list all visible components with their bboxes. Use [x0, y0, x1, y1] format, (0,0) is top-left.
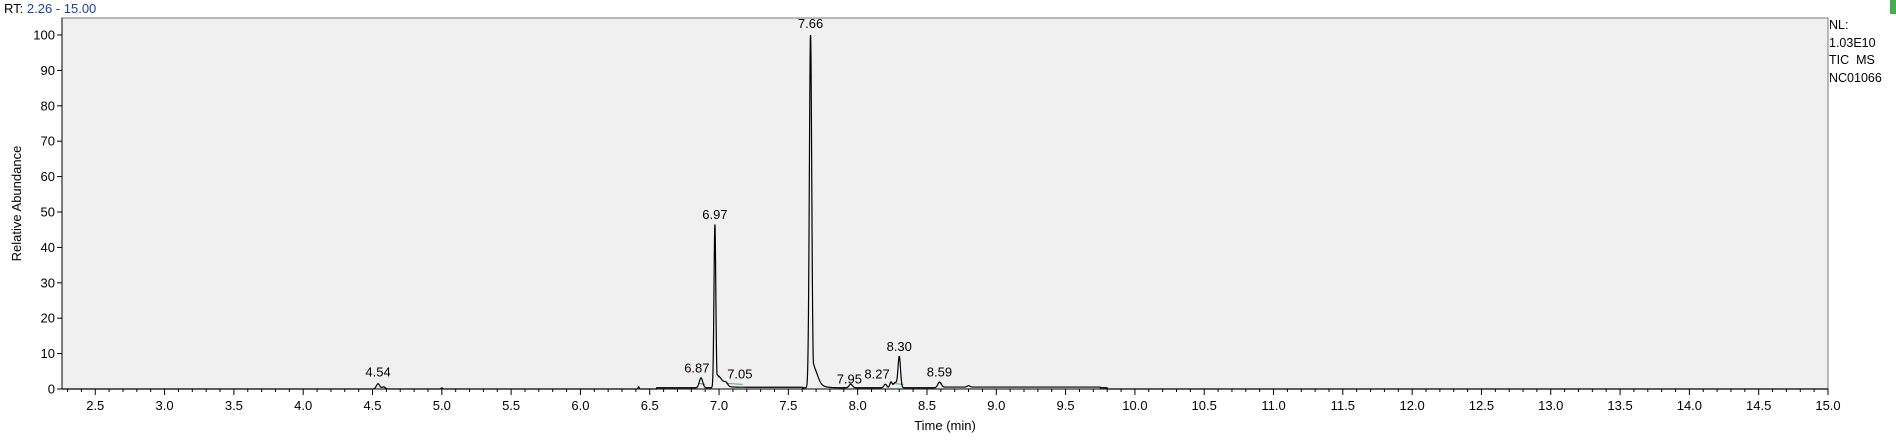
peak-label: 8.27	[864, 366, 889, 381]
x-tick-label: 13.5	[1607, 398, 1632, 413]
y-tick-label: 50	[41, 205, 55, 220]
baseline-marker	[725, 382, 743, 385]
x-tick-label: 5.0	[433, 398, 451, 413]
x-tick-label: 6.0	[571, 398, 589, 413]
x-tick-label: 12.5	[1469, 398, 1494, 413]
status-indicator	[1890, 0, 1896, 14]
y-tick-label: 0	[48, 382, 55, 397]
y-tick-label: 70	[41, 134, 55, 149]
x-axis-title: Time (min)	[914, 418, 976, 433]
y-tick-label: 30	[41, 275, 55, 290]
peak-label: 7.95	[837, 372, 862, 387]
tic-trace	[62, 34, 1828, 390]
x-tick-label: 10.0	[1122, 398, 1147, 413]
y-tick-label: 100	[33, 28, 55, 43]
x-tick-label: 7.5	[779, 398, 797, 413]
y-tick-label: 90	[41, 63, 55, 78]
x-tick-label: 12.0	[1399, 398, 1424, 413]
sample-id: NC01066	[1829, 70, 1882, 85]
x-tick-label: 15.0	[1815, 398, 1840, 413]
peak-label: 7.66	[798, 16, 823, 31]
peak-label: 7.05	[727, 366, 752, 381]
rt-range-value: 2.26 - 15.00	[26, 1, 97, 16]
x-tick-label: 10.5	[1192, 398, 1217, 413]
peak-label: 6.97	[702, 207, 727, 222]
x-tick-label: 11.5	[1331, 398, 1355, 413]
x-tick-label: 11.0	[1261, 398, 1285, 413]
plot-area	[61, 17, 1829, 390]
x-tick-label: 7.0	[710, 398, 728, 413]
peak-label: 4.54	[365, 365, 390, 380]
x-axis: 2.5 3.0 3.5 4.0 4.5 5.0 5.5 6.0 6.5 7.0 7.5 8.0 8.5 9…	[62, 388, 1841, 413]
nl-value: 1.03E10	[1829, 35, 1876, 50]
peak-label: 8.59	[927, 365, 952, 380]
peak-label: 8.30	[887, 339, 912, 354]
x-tick-label: 3.0	[156, 398, 174, 413]
x-tick-label: 6.5	[641, 398, 659, 413]
x-tick-label: 13.0	[1538, 398, 1563, 413]
x-tick-label: 2.5	[86, 398, 104, 413]
y-axis: 0 10 20 30 40 50 60 70 80 90 100	[33, 18, 63, 397]
normalization-info: NL: 1.03E10 TIC MS NC01066	[1829, 17, 1882, 87]
scan-type: TIC MS	[1829, 53, 1875, 67]
y-tick-label: 10	[41, 346, 55, 361]
x-tick-label: 4.5	[363, 398, 381, 413]
x-tick-label: 8.5	[918, 398, 936, 413]
rt-prefix: RT:	[4, 1, 24, 16]
x-tick-label: 9.5	[1057, 398, 1075, 413]
y-tick-label: 40	[41, 240, 55, 255]
nl-label: NL:	[1829, 18, 1849, 32]
y-axis-title: Relative Abundance	[9, 146, 24, 262]
peak-labels: 4.54 6.87 6.97 7.05 7.66 7.95 8.27 8.30 8.59	[365, 16, 952, 387]
x-tick-label: 14.5	[1746, 398, 1771, 413]
y-tick-label: 80	[41, 98, 55, 113]
y-tick-label: 20	[41, 311, 55, 326]
x-tick-label: 9.0	[987, 398, 1005, 413]
x-tick-label: 14.0	[1677, 398, 1702, 413]
x-tick-label: 4.0	[294, 398, 312, 413]
x-tick-label: 8.0	[849, 398, 867, 413]
y-tick-label: 60	[41, 169, 55, 184]
x-tick-label: 5.5	[502, 398, 520, 413]
x-tick-label: 3.5	[225, 398, 243, 413]
rt-range-label: RT: 2.26 - 15.00	[4, 1, 96, 16]
peak-label: 6.87	[684, 360, 709, 375]
